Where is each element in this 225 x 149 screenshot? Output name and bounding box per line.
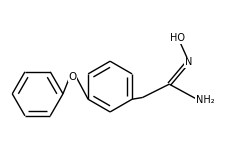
Text: N: N xyxy=(185,57,192,67)
Text: NH₂: NH₂ xyxy=(196,95,214,105)
Text: HO: HO xyxy=(170,33,185,43)
Text: O: O xyxy=(69,72,77,82)
